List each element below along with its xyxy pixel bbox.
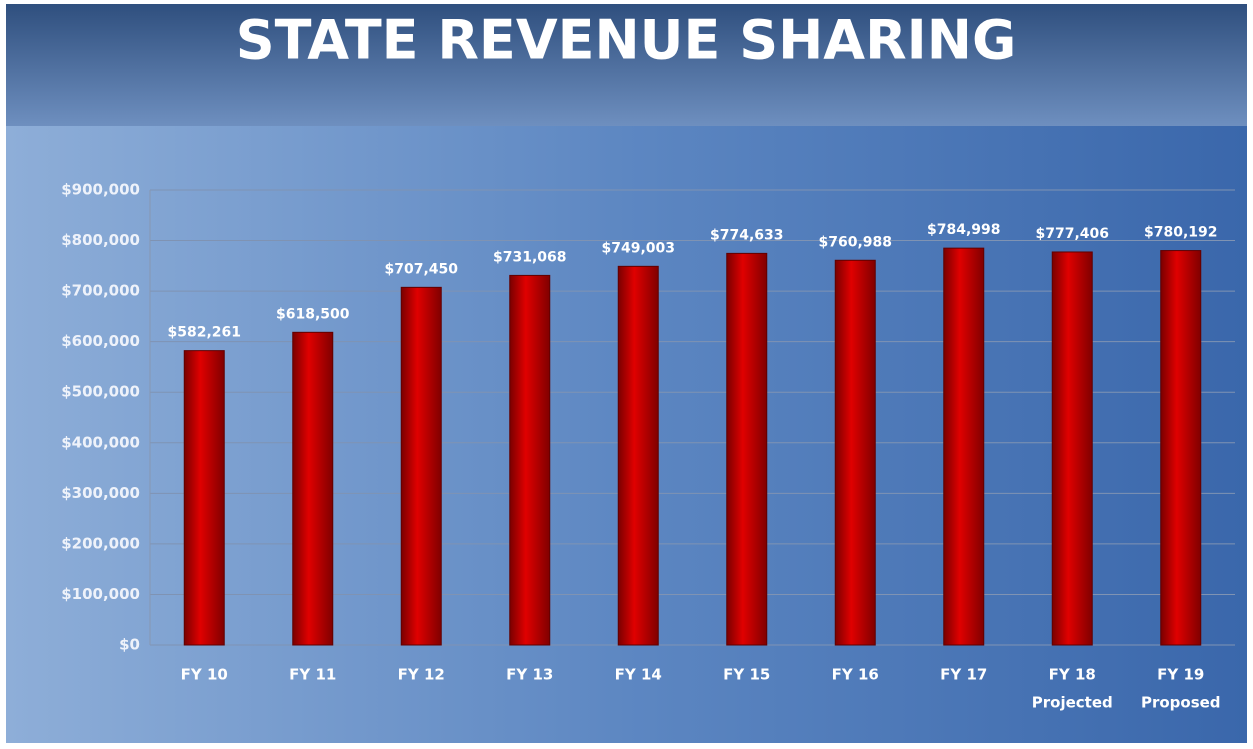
value-label: $749,003: [601, 240, 675, 256]
x-tick-sublabel: Proposed: [1141, 694, 1221, 712]
x-tick-label: FY 15: [723, 666, 770, 684]
value-label: $784,998: [927, 222, 1001, 238]
y-tick-label: $800,000: [61, 231, 140, 249]
y-tick-label: $200,000: [61, 534, 140, 552]
x-tick-sublabel: Projected: [1032, 694, 1113, 712]
bar: [292, 331, 334, 646]
x-tick-label: FY 13: [506, 666, 553, 684]
bar: [1051, 251, 1093, 646]
value-label: $774,633: [710, 227, 784, 243]
x-tick-label: FY 19: [1157, 666, 1204, 684]
y-tick-label: $700,000: [61, 282, 140, 300]
value-label: $707,450: [384, 261, 458, 277]
value-label: $731,068: [493, 249, 567, 265]
bar: [400, 286, 442, 646]
bar: [617, 265, 659, 646]
x-tick-label: FY 11: [289, 666, 336, 684]
value-label: $760,988: [818, 234, 892, 250]
x-tick-label: FY 17: [940, 666, 987, 684]
value-label: $582,261: [167, 325, 241, 341]
y-tick-label: $400,000: [61, 433, 140, 451]
value-label: $780,192: [1144, 225, 1218, 241]
y-tick-label: $500,000: [61, 383, 140, 401]
value-label: $618,500: [276, 306, 350, 322]
y-tick-label: $600,000: [61, 332, 140, 350]
x-tick-label: FY 12: [398, 666, 445, 684]
value-label: $777,406: [1035, 226, 1109, 242]
bar: [1160, 250, 1202, 646]
x-tick-label: FY 18: [1049, 666, 1096, 684]
bar: [943, 247, 985, 646]
x-tick-label: FY 10: [181, 666, 228, 684]
y-tick-label: $0: [119, 636, 140, 654]
bar: [509, 274, 551, 646]
y-tick-label: $100,000: [61, 585, 140, 603]
header: [6, 4, 1247, 126]
x-tick-label: FY 14: [615, 666, 662, 684]
chart-title: STATE REVENUE SHARING: [236, 9, 1017, 72]
y-tick-label: $300,000: [61, 484, 140, 502]
y-tick-label: $900,000: [61, 181, 140, 199]
x-tick-label: FY 16: [832, 666, 879, 684]
bar: [834, 259, 876, 646]
bar: [183, 350, 225, 646]
bar: [726, 252, 768, 646]
